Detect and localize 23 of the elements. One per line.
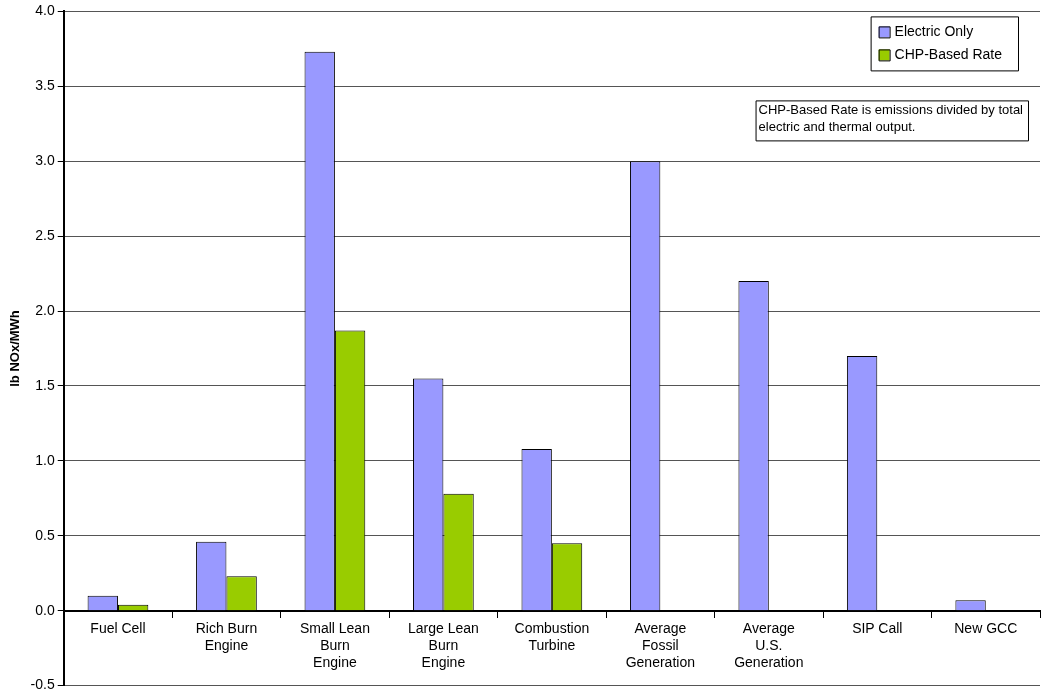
y-tick-label: 2.0 xyxy=(35,301,55,318)
y-tick-label: 3.0 xyxy=(35,152,55,169)
x-tick-label: Large Lean Burn Engine xyxy=(407,619,479,670)
y-tick-label: 1.5 xyxy=(35,376,55,393)
y-tick-label: 2.5 xyxy=(35,226,55,243)
x-tick-label: Small Lean Burn Engine xyxy=(299,619,370,670)
y-tick-label: 4.0 xyxy=(35,2,55,19)
y-tick-label: 3.5 xyxy=(35,77,55,94)
y-tick-label: 0.0 xyxy=(35,601,55,618)
x-tick-label: Fuel Cell xyxy=(90,619,146,636)
x-tick-label: New GCC xyxy=(954,619,1018,636)
x-tick-label: Rich Burn Engine xyxy=(195,619,258,653)
y-tick-label: -0.5 xyxy=(30,676,55,693)
x-tick-label: SIP Call xyxy=(852,619,903,636)
y-tick-label: 1.0 xyxy=(35,451,55,468)
x-tick-label: Average U.S. Generation xyxy=(734,619,804,670)
x-tick-label: Combustion Turbine xyxy=(514,619,590,653)
y-tick-label: 0.5 xyxy=(35,526,55,543)
x-tick-label: Average Fossil Generation xyxy=(625,619,695,670)
legend-label: CHP-Based Rate xyxy=(894,46,1003,63)
y-axis-title: lb NOx/MWh xyxy=(7,310,23,387)
legend-label: Electric Only xyxy=(894,23,974,40)
annotation: CHP-Based Rate is emissions divided by total electric and thermal output. xyxy=(758,102,1024,135)
